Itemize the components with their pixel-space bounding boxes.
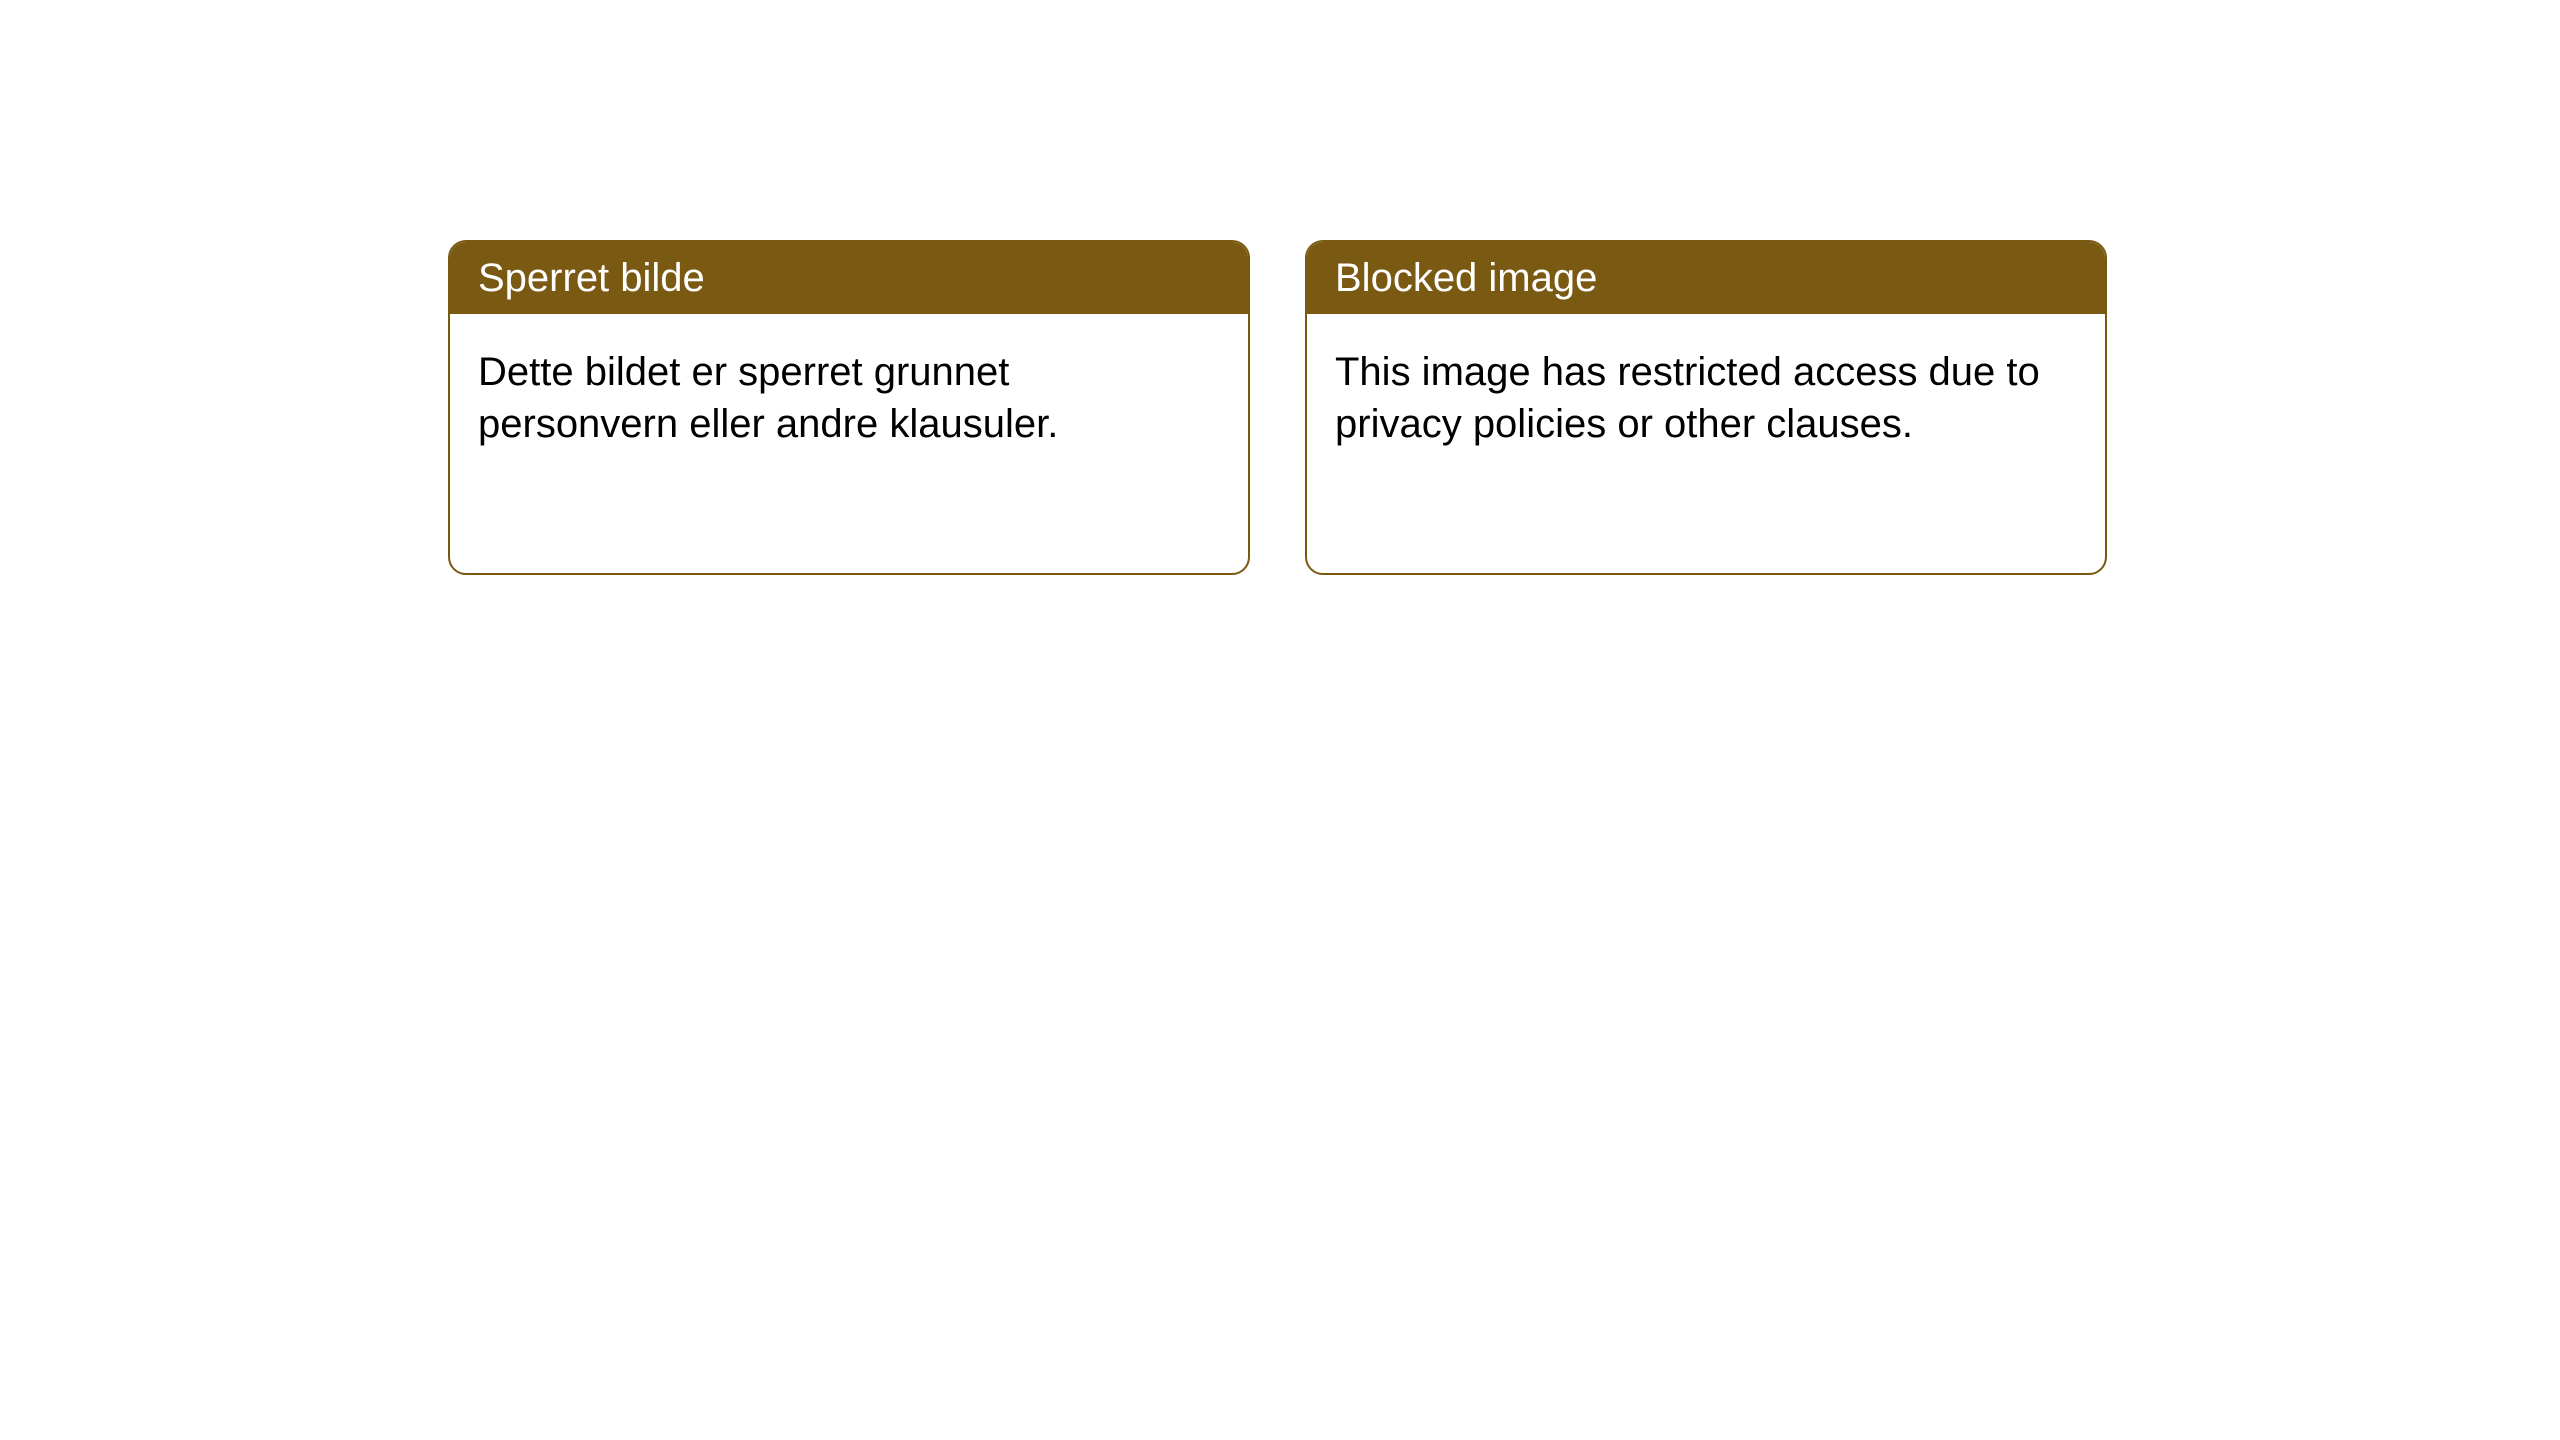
notice-title-english: Blocked image: [1307, 242, 2105, 314]
notice-card-english: Blocked image This image has restricted …: [1305, 240, 2107, 575]
notice-body-english: This image has restricted access due to …: [1307, 314, 2105, 482]
notice-card-norwegian: Sperret bilde Dette bildet er sperret gr…: [448, 240, 1250, 575]
notice-body-norwegian: Dette bildet er sperret grunnet personve…: [450, 314, 1248, 482]
notice-title-norwegian: Sperret bilde: [450, 242, 1248, 314]
notices-container: Sperret bilde Dette bildet er sperret gr…: [0, 0, 2560, 575]
